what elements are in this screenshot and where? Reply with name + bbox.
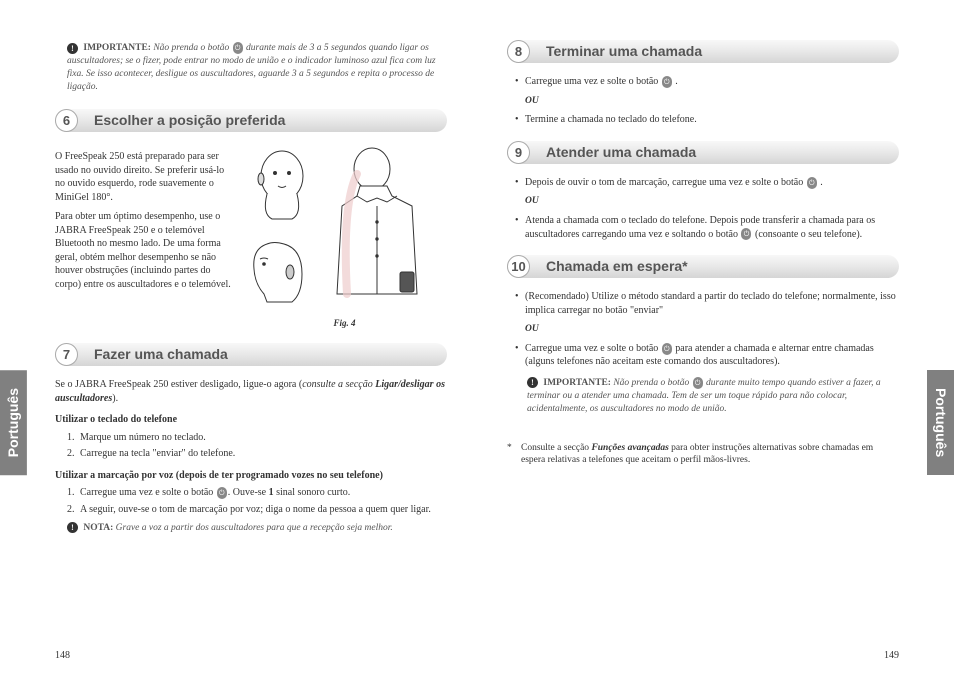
sec9-ou: OU [525,195,899,208]
language-tab-right: Português [927,370,954,475]
s9b2b: (consoante o seu telefone). [755,229,862,240]
section-10-title: Chamada em espera* [546,257,688,276]
section-6-content: O FreeSpeak 250 está preparado para ser … [55,144,447,329]
page-left: Português ! IMPORTANTE: Não prenda o bot… [0,0,477,687]
nota-text: Grave a voz a partir dos auscultadores p… [116,523,393,533]
button-icon: ⏻ [662,343,672,355]
sec7-sub2: Utilizar a marcação por voz (depois de t… [55,469,447,483]
figure-4-caption: Fig. 4 [242,317,447,329]
s10b2a: Carregue uma vez e solte o botão [525,343,658,354]
button-icon: ⏻ [217,487,227,499]
s8b1b: . [675,76,678,87]
sec8-bullets: Carregue uma vez e solte o botão ⏻ . [507,75,899,89]
figure-4: Fig. 4 [242,144,447,329]
important-label: IMPORTANTE: [83,43,151,53]
section-9-number: 9 [507,141,530,164]
button-icon: ⏻ [741,228,751,240]
sec10-bullets-2: Carregue uma vez e solte o botão ⏻ para … [507,342,899,369]
section-10-number: 10 [507,255,530,278]
section-8-number: 8 [507,40,530,63]
sec10-b2: Carregue uma vez e solte o botão ⏻ para … [515,342,899,369]
section-9-header: 9 Atender uma chamada [507,141,899,164]
sec10-footnote: * Consulte a secção Funções avançadas pa… [507,442,899,468]
fn2: Funções avançadas [591,443,668,453]
page-number-left: 148 [55,649,70,663]
nota-label: NOTA: [83,523,113,533]
section-6-header: 6 Escolher a posição preferida [55,109,447,132]
sec7-intro: Se o JABRA FreeSpeak 250 estiver desliga… [55,378,447,405]
s9b1b: . [820,177,823,188]
sec10-bullets: (Recomendado) Utilize o método standard … [507,290,899,317]
sec8-ou: OU [525,95,899,108]
sec8-b1: Carregue uma vez e solte o botão ⏻ . [515,75,899,89]
page-spread: Português ! IMPORTANTE: Não prenda o bot… [0,0,954,687]
s8b1a: Carregue uma vez e solte o botão [525,76,658,87]
section-10-header: 10 Chamada em espera* [507,255,899,278]
sec7-sub1: Utilizar o teclado do telefone [55,413,447,427]
sec8-bullets-2: Termine a chamada no teclado do telefone… [507,113,899,127]
s7s2s1c: 1 [269,487,274,498]
fn1: Consulte a secção [521,443,589,453]
page-right: Português 8 Terminar uma chamada Carregu… [477,0,954,687]
footnote-star: * [507,442,521,468]
sec7-nota: ! NOTA: Grave a voz a partir dos auscult… [55,520,447,537]
button-icon: ⏻ [807,177,817,189]
top-important-note: ! IMPORTANTE: Não prenda o botão ⏻ duran… [55,40,447,95]
sec7-sub1-steps: Marque um número no teclado. Carregue na… [55,431,447,461]
sec9-b2: Atenda a chamada com o teclado do telefo… [515,214,899,241]
sec7-sub2-step1: Carregue uma vez e solte o botão ⏻. Ouve… [77,486,447,500]
warning-icon: ! [527,377,538,388]
language-tab-left: Português [0,370,27,475]
s7s2s1b: . Ouve-se [228,487,266,498]
sec7-sub1-step2: Carregue na tecla "enviar" do telefone. [77,447,447,461]
section-6-title: Escolher a posição preferida [94,111,285,130]
sec7-sub2-steps: Carregue uma vez e solte o botão ⏻. Ouve… [55,486,447,516]
footnote-text: Consulte a secção Funções avançadas para… [521,442,899,468]
section-8-title: Terminar uma chamada [546,42,702,61]
s9b1a: Depois de ouvir o tom de marcação, carre… [525,177,803,188]
sec10-imp-label: IMPORTANTE: [543,378,611,388]
button-icon: ⏻ [233,42,243,54]
sec9-b1: Depois de ouvir o tom de marcação, carre… [515,176,899,190]
page-number-right: 149 [884,649,899,663]
sec6-p1: O FreeSpeak 250 está preparado para ser … [55,150,232,204]
section-8-header: 8 Terminar uma chamada [507,40,899,63]
sec7-sub1-step1: Marque um número no teclado. [77,431,447,445]
section-7-title: Fazer uma chamada [94,345,228,364]
sec10-imp-1: Não prenda o botão [613,378,689,388]
sec10-important: ! IMPORTANTE: Não prenda o botão ⏻ duran… [515,375,899,418]
section-9-title: Atender uma chamada [546,143,696,162]
s7s2s1d: sinal sonoro curto. [276,487,350,498]
sec8-b2: Termine a chamada no teclado do telefone… [515,113,899,127]
warning-icon: ! [67,43,78,54]
sec9-bullets-2: Atenda a chamada com o teclado do telefo… [507,214,899,241]
section-7-number: 7 [55,343,78,366]
section-7-header: 7 Fazer uma chamada [55,343,447,366]
section-6-text: O FreeSpeak 250 está preparado para ser … [55,144,232,329]
s7s2s1a: Carregue uma vez e solte o botão [80,487,213,498]
button-icon: ⏻ [693,377,703,389]
sec7-intro-1: Se o JABRA FreeSpeak 250 estiver desliga… [55,379,302,390]
section-6-number: 6 [55,109,78,132]
sec7-sub2-step2: A seguir, ouve-se o tom de marcação por … [77,503,447,517]
button-icon: ⏻ [662,76,672,88]
sec6-p2: Para obter um óptimo desempenho, use o J… [55,210,232,291]
sec7-intro-4: ). [112,393,118,404]
sec10-b1: (Recomendado) Utilize o método standard … [515,290,899,317]
figure-4-illustration [242,144,447,309]
warning-icon: ! [67,522,78,533]
sec9-bullets: Depois de ouvir o tom de marcação, carre… [507,176,899,190]
sec10-ou: OU [525,323,899,336]
important-text-1: Não prenda o botão [153,43,229,53]
sec7-intro-2: consulte a secção [302,379,373,390]
